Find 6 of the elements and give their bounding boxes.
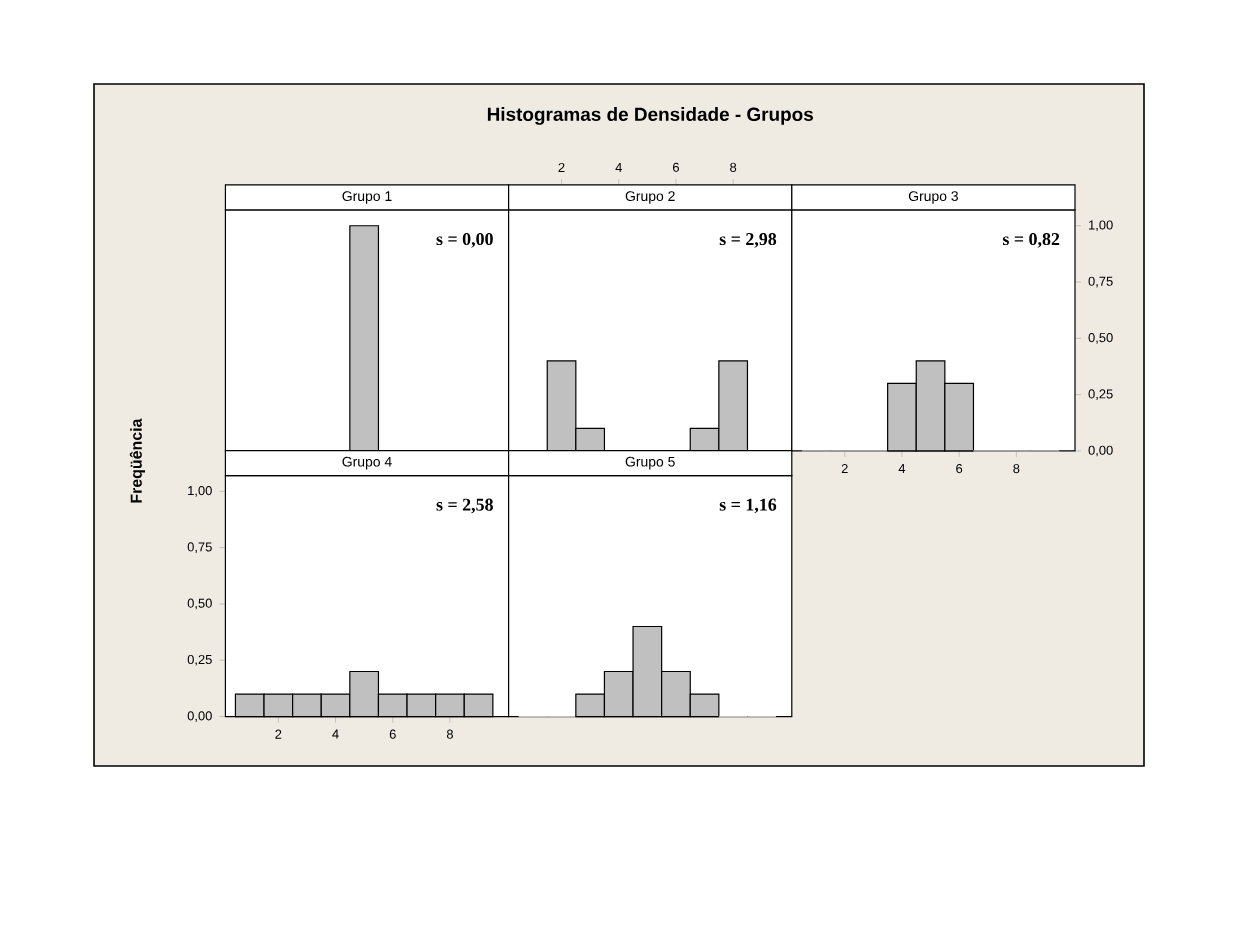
annotation: s = 0,00: [436, 233, 493, 248]
annotation: s = 2,58: [436, 498, 493, 514]
chart-title: Histogramas de Densidade - Grupos: [487, 107, 813, 125]
annotation: s = 1,16: [719, 498, 777, 514]
annotation: s = 0,82: [1002, 233, 1060, 248]
annotation: s = 2,98: [719, 233, 777, 248]
